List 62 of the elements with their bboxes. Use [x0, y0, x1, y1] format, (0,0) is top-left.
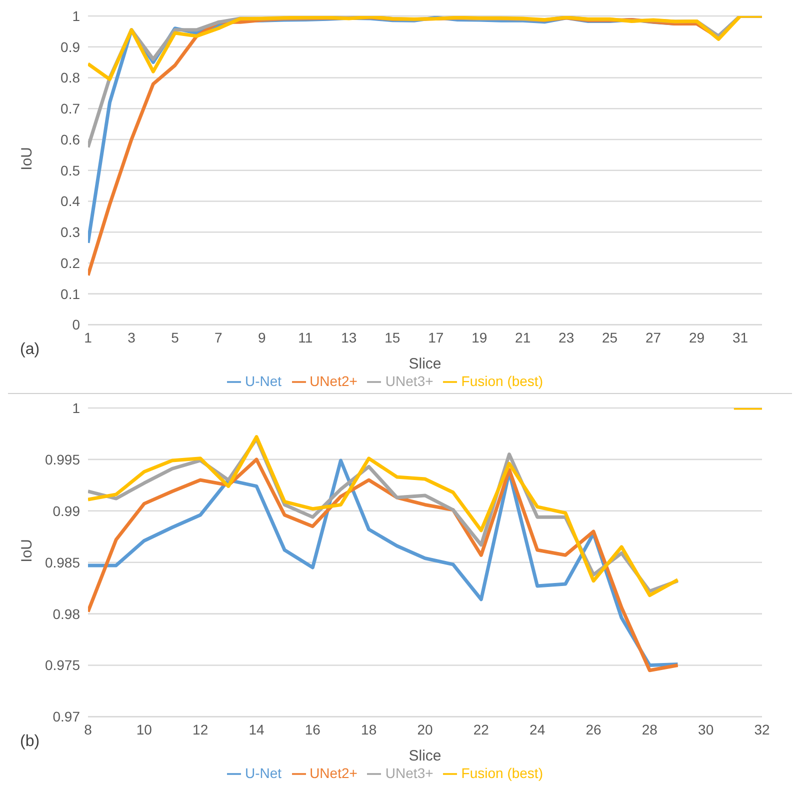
x-tick-label: 28 [642, 722, 658, 738]
y-tick-label: 0.7 [60, 100, 80, 117]
x-tick-label: 7 [214, 330, 223, 346]
y-axis-title: IoU [18, 539, 36, 562]
x-tick-label: 24 [530, 722, 546, 738]
x-tick-label: 16 [304, 722, 321, 738]
y-tick-label: 0.99 [52, 502, 80, 519]
y-tick-label: 0.8 [60, 70, 80, 86]
x-tick-label: 30 [698, 722, 714, 738]
y-tick-label: 0 [72, 316, 80, 333]
x-tick-label: 3 [128, 330, 136, 346]
line-series [88, 16, 762, 82]
x-tick-label: 18 [361, 722, 377, 738]
legend-label: Fusion (best) [461, 372, 543, 389]
legend-label: U-Net [245, 764, 282, 781]
legend-label: U-Net [245, 372, 282, 389]
y-tick-label: 0.97 [52, 708, 80, 725]
legend-label: UNet2+ [310, 372, 358, 389]
legend-label: UNet2+ [310, 764, 358, 781]
x-tick-label: 11 [298, 330, 313, 346]
x-axis-title: Slice [408, 356, 442, 373]
y-tick-label: 0.3 [60, 224, 80, 240]
legend-label: UNet3+ [385, 372, 434, 389]
x-tick-label: 21 [515, 330, 531, 346]
y-tick-label: 0.6 [60, 131, 80, 148]
x-tick-label: 20 [417, 722, 433, 738]
x-tick-label: 10 [136, 722, 152, 738]
y-tick-label: 0.2 [60, 254, 80, 271]
x-tick-label: 13 [341, 330, 357, 346]
x-tick-label: 32 [754, 722, 770, 738]
x-tick-label: 12 [192, 722, 208, 738]
y-tick-label: 0.9 [60, 38, 80, 55]
x-tick-label: 17 [428, 330, 444, 346]
x-tick-label: 22 [473, 722, 490, 738]
x-tick-label: 31 [732, 330, 748, 346]
legend-label: Fusion (best) [461, 764, 543, 781]
y-tick-label: 0.5 [60, 162, 80, 178]
legend-label: UNet3+ [385, 764, 434, 781]
x-tick-label: 5 [171, 330, 180, 346]
y-tick-label: 0.98 [52, 606, 80, 622]
x-tick-label: 23 [558, 330, 574, 346]
y-tick-label: 0.1 [60, 286, 80, 302]
text: (a) [20, 341, 40, 359]
y-tick-label: 0.4 [60, 193, 80, 210]
x-tick-label: 15 [384, 330, 400, 346]
x-tick-label: 9 [258, 330, 266, 346]
y-tick-label: 1 [72, 8, 80, 24]
y-tick-label: 0.985 [44, 554, 80, 570]
x-tick-label: 14 [248, 722, 264, 738]
y-tick-label: 0.975 [44, 657, 80, 674]
x-axis-title: Slice [408, 748, 442, 765]
y-tick-label: 1 [72, 400, 80, 416]
x-tick-label: 1 [84, 330, 92, 346]
y-tick-label: 0.995 [44, 451, 80, 468]
x-tick-label: 8 [84, 722, 92, 738]
x-tick-label: 27 [646, 330, 662, 346]
x-tick-label: 25 [602, 330, 618, 346]
x-tick-label: 29 [688, 330, 705, 346]
text: (b) [20, 733, 40, 751]
x-tick-label: 19 [472, 330, 488, 346]
y-axis-title: IoU [18, 147, 36, 170]
x-tick-label: 26 [586, 722, 602, 738]
